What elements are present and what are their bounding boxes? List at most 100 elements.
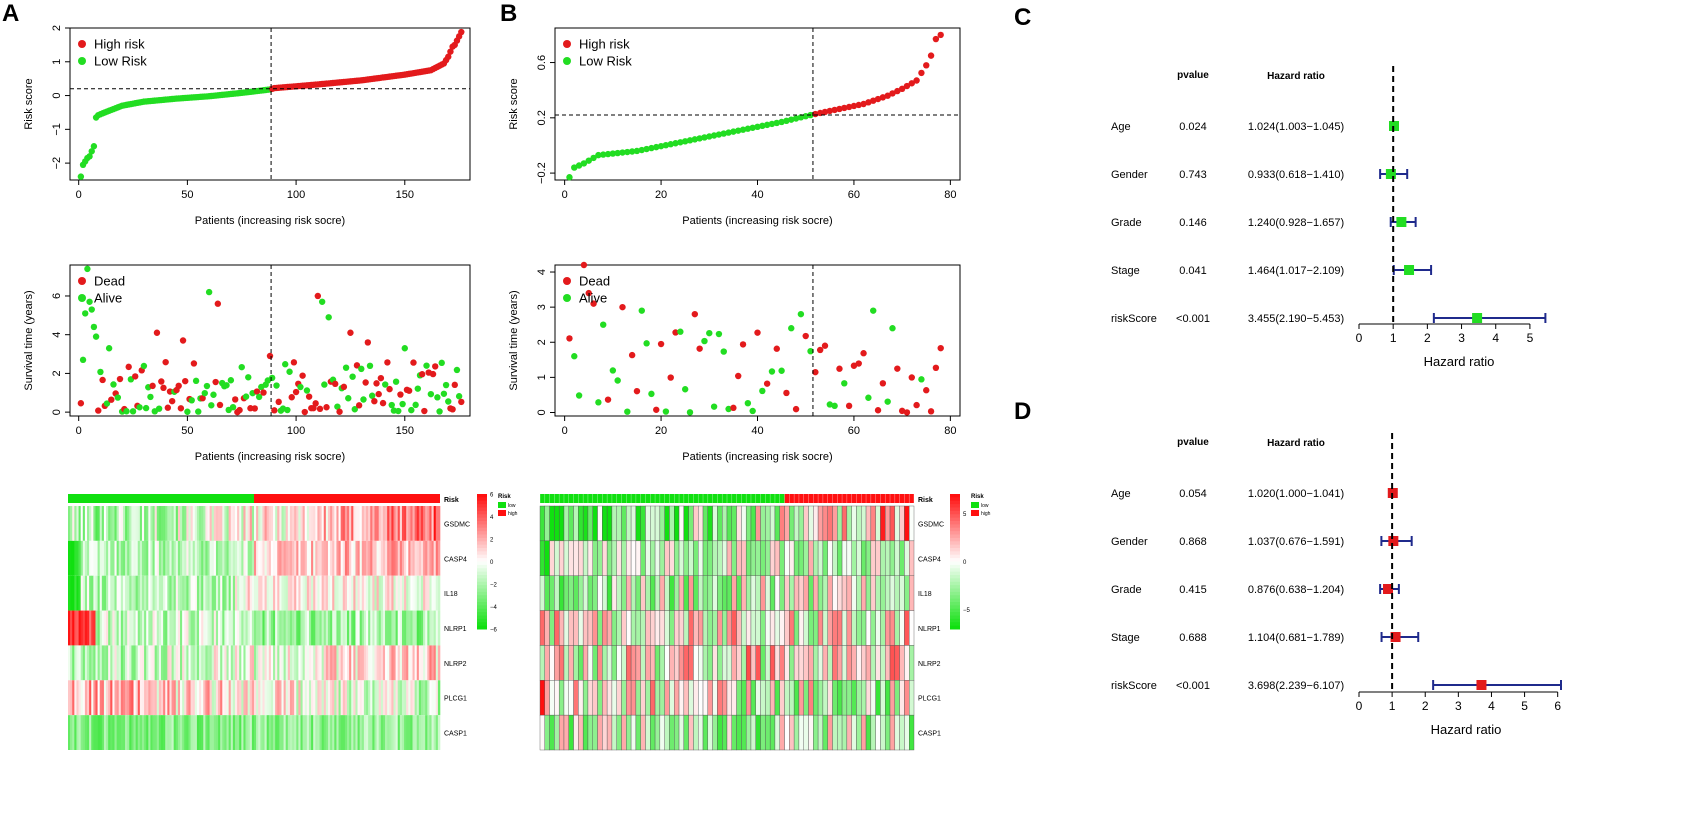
A_heat-cell <box>332 715 335 750</box>
B_heat-cell <box>909 645 915 681</box>
A_heat-cell <box>152 645 155 681</box>
B_heat-cell <box>899 714 905 751</box>
B_heat-cell <box>717 680 723 716</box>
C_forest-row-hr-text: 1.024(1.003−1.045) <box>1248 121 1344 133</box>
A_heat-scale-step <box>477 524 487 529</box>
B_heat-scale-step <box>950 507 960 512</box>
A_surv-point <box>305 393 313 400</box>
A_heat-cell <box>152 680 155 716</box>
A_heat-cell <box>363 715 367 750</box>
A_heat-cell <box>125 715 128 750</box>
A_heat-cell <box>154 680 158 716</box>
A_heat-cell <box>355 575 358 611</box>
A_risk-point <box>458 28 465 36</box>
B_heat-cell <box>659 540 665 576</box>
A_heat-cell <box>317 715 320 750</box>
A_heat-cell <box>258 680 261 716</box>
B_heat-cell <box>731 540 737 576</box>
B_heat-cell <box>741 575 747 611</box>
B_risk-ylabel: Risk score <box>508 78 520 129</box>
A_heat-cell <box>416 715 420 750</box>
A_heat-cell <box>152 715 155 750</box>
A_risk-xtick-label: 50 <box>181 189 193 201</box>
B_heat-cell <box>698 540 704 576</box>
A_heat-cell <box>171 645 174 681</box>
A_heat-cell <box>382 610 386 646</box>
A_surv-point <box>201 389 208 397</box>
B_heat-cell <box>741 610 747 646</box>
A_heat-cell <box>182 506 185 541</box>
B_heat-cell <box>678 575 685 611</box>
B_risk-point <box>903 82 911 90</box>
A_heat-cell <box>97 715 101 750</box>
B_risk-point <box>730 128 737 135</box>
A_heat-cell <box>287 715 291 750</box>
B_surv-point <box>566 335 573 342</box>
B_risk-point <box>759 122 766 130</box>
B_surv-point <box>792 405 800 413</box>
B_heat-cell <box>640 505 646 542</box>
B_heat-cell <box>698 575 704 611</box>
A_heat-cell <box>404 680 407 716</box>
A_heat-cell <box>353 506 356 541</box>
B_heat-cell <box>803 680 809 716</box>
B_heat-cell <box>779 575 785 611</box>
B_surv-point <box>865 394 872 401</box>
B_heat-cell <box>808 714 814 751</box>
B_heat-cell <box>904 505 910 542</box>
A_heat-cell <box>249 645 253 681</box>
A_surv-point <box>340 383 348 391</box>
B_heat-cell <box>808 505 814 542</box>
A_heat-cell <box>177 610 181 646</box>
A_heat-cell <box>194 575 198 611</box>
D_forest-row-pvalue: 0.415 <box>1179 584 1207 596</box>
A_surv-point <box>449 406 456 413</box>
A_heat-cell <box>239 645 242 681</box>
A_heat-cell <box>353 575 356 611</box>
B_heat-cell <box>645 540 651 576</box>
A_heat-cell <box>423 610 426 646</box>
A_heat-cell <box>289 540 293 576</box>
B_risk-point <box>889 90 896 97</box>
A_heat-row-label: IL18 <box>444 591 458 598</box>
A_heat-cell <box>292 506 295 541</box>
C_forest-xtick-label: 4 <box>1492 331 1499 345</box>
A_heat-cell <box>106 680 109 716</box>
A_heat-cell <box>380 506 384 541</box>
A_heat-cell <box>131 715 134 750</box>
B_heat-cell <box>817 575 824 611</box>
A_surv-point <box>342 364 350 371</box>
C_forest-xtick-label: 5 <box>1527 331 1534 345</box>
A_heat-cell <box>230 610 234 646</box>
A_heat-cell <box>404 715 407 750</box>
A_surv-point <box>199 394 206 402</box>
A_heat-cell <box>353 540 356 576</box>
A_heat-cell <box>370 680 373 716</box>
B_heat-cell <box>856 645 862 681</box>
A_heat-cell <box>215 575 219 611</box>
B_risk-point <box>633 147 641 155</box>
A_heat-scale-step <box>477 537 487 542</box>
B_surv-ytick-label: 1 <box>536 374 548 380</box>
A_surv-point <box>149 382 156 390</box>
B_risk-point <box>860 100 867 108</box>
A_heat-cell <box>406 715 409 750</box>
B_heat-cell <box>640 540 646 576</box>
A_heat-cell <box>220 575 223 611</box>
A_heat-cell <box>116 506 120 541</box>
A_heat-cell <box>414 540 418 576</box>
D_forest-xtick-label: 6 <box>1554 699 1561 713</box>
A_heat-cell <box>289 610 293 646</box>
A_heat-cell <box>412 645 415 681</box>
A_heat-cell <box>89 540 92 576</box>
A_heat-cell <box>247 645 251 681</box>
B_heat-cell <box>808 575 814 611</box>
A_heat-cell <box>289 506 293 541</box>
B_heat-cell <box>736 645 742 681</box>
B_heat-cell <box>784 680 790 716</box>
A_heat-cell <box>245 610 248 646</box>
B_heat-legend-title: Risk <box>971 494 984 500</box>
B_heat-cell <box>659 505 665 542</box>
B_risk-xtick-label: 20 <box>655 189 667 201</box>
A_heat-cell <box>264 506 267 541</box>
